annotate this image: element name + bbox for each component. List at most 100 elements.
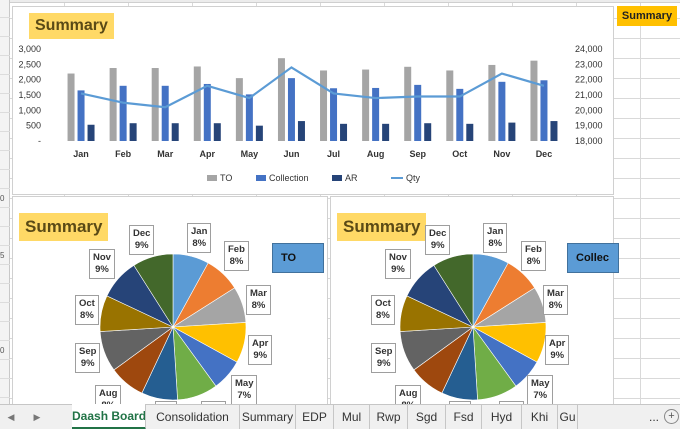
sheet-tab[interactable]: Fsd xyxy=(446,405,482,429)
pie-label-percent: 8% xyxy=(251,300,266,311)
bar-ar xyxy=(171,123,179,141)
pie-label-category: Oct xyxy=(79,298,95,309)
row-number[interactable]: 0 xyxy=(0,190,10,208)
pie-label-category: Nov xyxy=(389,252,407,263)
row-number[interactable] xyxy=(0,19,10,37)
sheet-tab[interactable]: Gu xyxy=(558,405,578,429)
bar-collection xyxy=(287,78,295,141)
pie-data-label: Feb 8% xyxy=(521,241,546,271)
bar-chart-panel[interactable]: Summary 3,000 2,500 2,000 1,500 1,000 500 - 24,… xyxy=(12,6,614,195)
summary-cell[interactable]: Summary xyxy=(617,6,677,26)
bar-ar xyxy=(508,122,516,141)
y-left-tick: 1,500 xyxy=(18,90,41,100)
row-number[interactable] xyxy=(0,361,10,379)
pie-label-percent: 8% xyxy=(526,256,541,267)
bar-collection xyxy=(161,85,169,141)
row-number[interactable] xyxy=(0,228,10,246)
pie-data-label: Feb 8% xyxy=(224,241,249,271)
column-header-strip xyxy=(0,0,680,3)
pie-label-percent: 8% xyxy=(548,300,563,311)
pie-label-category: Jan xyxy=(487,226,504,237)
sheet-tab[interactable]: Mul xyxy=(334,405,370,429)
pie-chart-to-panel[interactable]: Summary TO Jan8%Feb8%Mar8%Apr9%May7%Jun9… xyxy=(12,196,328,429)
sheet-tab[interactable]: Hyd xyxy=(482,405,522,429)
pie-label-category: May xyxy=(531,378,550,389)
sheet-tab[interactable]: Sgd xyxy=(408,405,446,429)
sheet-tab[interactable]: EDP xyxy=(296,405,334,429)
row-number[interactable] xyxy=(0,133,10,151)
pie-data-label: Jan 8% xyxy=(187,223,212,253)
pie-data-label: May 7% xyxy=(527,375,554,405)
pie-label-percent: 8% xyxy=(376,310,390,321)
bar-ar xyxy=(87,124,95,141)
pie-chart-collection-panel[interactable]: Summary Collec Jan 8% Feb 8% Mar 8% Apr 9% May 7%… xyxy=(330,196,619,429)
y-left-tick: 2,500 xyxy=(18,59,41,69)
row-number[interactable] xyxy=(0,380,10,398)
legend-label: AR xyxy=(345,173,358,183)
more-tabs-button[interactable]: ... xyxy=(648,410,659,424)
sheet-tab[interactable]: Consolidation xyxy=(146,405,240,429)
pie-data-label: May 7% xyxy=(231,375,258,405)
pie-data-label: Nov 9% xyxy=(385,249,411,279)
row-number[interactable] xyxy=(0,38,10,56)
bar-ar xyxy=(129,123,137,141)
bar-chart-title: Summary xyxy=(29,13,114,39)
bar-to xyxy=(235,78,243,141)
row-number[interactable] xyxy=(0,0,10,18)
bar-to xyxy=(193,66,201,141)
pie-label-percent: 7% xyxy=(237,390,252,401)
scroll-left-icon[interactable]: ◀ xyxy=(7,412,15,422)
y-left-tick: 3,000 xyxy=(18,44,41,54)
x-tick-label: Apr xyxy=(200,149,216,159)
bar-ar xyxy=(297,121,305,141)
bar-collection xyxy=(372,87,380,141)
y-left-tick: 500 xyxy=(26,121,41,131)
sheet-tab[interactable]: Daash Board xyxy=(72,404,146,429)
bar-to xyxy=(404,66,412,141)
pie-label-percent: 9% xyxy=(253,350,268,361)
sheet-tab[interactable]: Summary xyxy=(240,405,296,429)
row-number[interactable] xyxy=(0,57,10,75)
row-number[interactable] xyxy=(0,95,10,113)
row-number[interactable]: 5 xyxy=(0,247,10,265)
x-tick-label: Jan xyxy=(73,149,89,159)
bar-to xyxy=(151,68,159,141)
pie-label-percent: 8% xyxy=(80,310,94,321)
row-number[interactable]: 0 xyxy=(0,342,10,360)
pie-data-label: Apr 9% xyxy=(545,335,570,365)
pie-label-category: Nov xyxy=(93,252,111,263)
x-tick-label: Mar xyxy=(157,149,174,159)
pie-label-category: Aug xyxy=(399,388,418,399)
row-number[interactable] xyxy=(0,209,10,227)
row-number[interactable] xyxy=(0,285,10,303)
pie-label-category: Oct xyxy=(375,298,391,309)
row-number[interactable] xyxy=(0,76,10,94)
x-tick-label: Sep xyxy=(409,149,426,159)
row-number[interactable] xyxy=(0,266,10,284)
pie-label-category: Aug xyxy=(99,388,118,399)
bar-collection xyxy=(77,90,85,141)
bar-collection xyxy=(414,84,422,141)
sheet-tab[interactable]: Rwp xyxy=(370,405,408,429)
pie-label-category: Apr xyxy=(549,338,566,349)
pie-data-label: Dec 9% xyxy=(425,225,451,255)
y-left-tick: 2,000 xyxy=(18,75,41,85)
legend-entry: Qty xyxy=(391,173,421,183)
pie-chart-collection xyxy=(399,253,547,401)
scroll-right-icon[interactable]: ▶ xyxy=(33,412,41,422)
bar-to xyxy=(488,64,496,141)
row-number[interactable] xyxy=(0,171,10,189)
pie-label-category: Mar xyxy=(547,288,564,299)
add-sheet-button[interactable]: + xyxy=(664,409,679,424)
row-number[interactable] xyxy=(0,114,10,132)
pie-label-category: Feb xyxy=(228,244,245,255)
pie-data-label: Oct 8% xyxy=(75,295,99,325)
row-number[interactable] xyxy=(0,152,10,170)
bar-ar xyxy=(255,125,263,141)
y-right-tick: 18,000 xyxy=(575,136,603,146)
sheet-tab[interactable]: Khi xyxy=(522,405,558,429)
row-number[interactable] xyxy=(0,323,10,341)
row-number[interactable] xyxy=(0,304,10,322)
x-tick-label: Oct xyxy=(452,149,467,159)
bar-to xyxy=(530,60,538,141)
